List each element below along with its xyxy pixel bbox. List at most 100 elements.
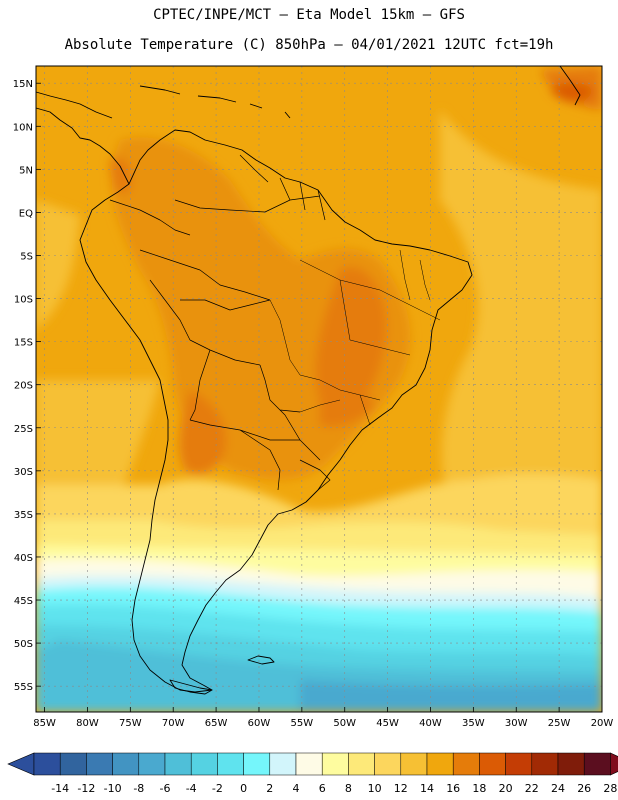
- colorbar-tick-label: 16: [446, 782, 460, 795]
- lat-tick-label: 35S: [14, 510, 33, 521]
- colorbar-tick-label: 10: [368, 782, 382, 795]
- colorbar-segment: [112, 752, 140, 776]
- lon-tick-label: 75W: [119, 718, 142, 729]
- state-borders: [269, 249, 441, 426]
- colorbar-arrow-low: [7, 752, 35, 776]
- lat-tick-label: 10N: [13, 122, 33, 133]
- colorbar-segment: [59, 752, 87, 776]
- colorbar-tick-label: -6: [160, 782, 171, 795]
- colorbar-tick-label: 26: [577, 782, 591, 795]
- latitude-labels: 15N 10N 5N EQ 5S 10S 15S 20S 25S 30S 35S 40S 45S 50S 5…: [13, 79, 33, 693]
- lon-tick-label: 60W: [248, 718, 271, 729]
- colorbar-labels: -14 -12 -10 -8 -6 -4 -2 0 2 4 6 8 10 12 14 16 18 20 22 24 26…: [51, 782, 617, 795]
- colorbar-tick-label: 20: [499, 782, 513, 795]
- lon-tick-label: 40W: [419, 718, 442, 729]
- colorbar-segment: [295, 752, 323, 776]
- colorbar-tick-label: 2: [266, 782, 273, 795]
- colorbar-tick-label: 8: [345, 782, 352, 795]
- lat-tick-label: 15S: [14, 338, 33, 349]
- lat-tick-label: 20S: [14, 381, 33, 392]
- lon-tick-label: 55W: [291, 718, 314, 729]
- tierra-del-fuego: [169, 679, 213, 695]
- colorbar-segment: [557, 752, 585, 776]
- field-band-20-22-andes-north: [110, 157, 132, 194]
- field-band-20-22-central: [315, 267, 387, 411]
- colorbar-tick-label: 12: [394, 782, 408, 795]
- lon-tick-label: 20W: [591, 718, 614, 729]
- caribbean-islands: [139, 85, 291, 119]
- colorbar-segment: [269, 752, 297, 776]
- lat-tick-label: 5N: [19, 165, 33, 176]
- colorbar-tick-label: -2: [212, 782, 223, 795]
- lon-tick-label: 85W: [33, 718, 56, 729]
- colorbar-segment: [190, 752, 218, 776]
- colorbar-tick-label: 24: [551, 782, 565, 795]
- lat-lon-grid: [36, 66, 603, 712]
- colorbar-segment: [531, 752, 559, 776]
- colorbar: [7, 752, 618, 776]
- field-band-22-24-atlantic-ne: [550, 82, 595, 103]
- lon-tick-label: 35W: [462, 718, 485, 729]
- national-borders: [109, 154, 331, 491]
- lat-tick-label: 55S: [14, 682, 33, 693]
- field-band-20-22-chaco: [179, 390, 226, 474]
- colorbar-arrow-high: [610, 752, 618, 776]
- field-band-14-16-nw: [36, 200, 80, 330]
- colorbar-segment: [374, 752, 402, 776]
- colorbar-segment: [217, 752, 244, 776]
- colorbar-segment: [452, 752, 480, 776]
- lat-tick-label: EQ: [19, 208, 33, 219]
- field-band-20-22-se: [320, 388, 375, 427]
- colorbar-tick-label: -14: [51, 782, 69, 795]
- lon-tick-label: 30W: [505, 718, 528, 729]
- lat-tick-label: 25S: [14, 424, 33, 435]
- colorbar-segment: [33, 752, 61, 776]
- plot-frame: [35, 65, 603, 713]
- lat-tick-label: 50S: [14, 639, 33, 650]
- colorbar-tick-label: 4: [293, 782, 300, 795]
- longitude-labels: 85W 80W 75W 70W 65W 60W 55W 50W 45W 40W 35W 30W 25W 2…: [33, 718, 613, 729]
- lat-tick-label: 45S: [14, 596, 33, 607]
- colorbar-segment: [426, 752, 454, 776]
- colorbar-segment: [479, 752, 506, 776]
- central-america-coastline: [35, 107, 130, 185]
- colorbar-tick-label: -12: [77, 782, 95, 795]
- lon-tick-label: 45W: [376, 718, 399, 729]
- colorbar-tick-label: 0: [240, 782, 247, 795]
- colorbar-segment: [164, 752, 192, 776]
- colorbar-segment: [505, 752, 533, 776]
- lat-tick-label: 10S: [14, 295, 33, 306]
- temperature-field: [36, 66, 602, 712]
- colorbar-segment: [138, 752, 166, 776]
- colorbar-segment: [86, 752, 113, 776]
- colorbar-tick-label: -4: [186, 782, 197, 795]
- colorbar-segment: [348, 752, 375, 776]
- colorbar-tick-label: 18: [472, 782, 486, 795]
- falkland-islands: [247, 655, 275, 665]
- lon-tick-label: 25W: [548, 718, 571, 729]
- colorbar-segment: [400, 752, 428, 776]
- africa-coast-hint: [559, 65, 581, 106]
- lat-tick-label: 15N: [13, 79, 33, 90]
- colorbar-segment: [321, 752, 349, 776]
- colorbar-segment: [243, 752, 271, 776]
- colorbar-tick-label: -8: [133, 782, 144, 795]
- lat-tick-label: 30S: [14, 467, 33, 478]
- colorbar-tick-label: 28: [603, 782, 617, 795]
- south-america-coastline: [79, 129, 473, 693]
- lon-tick-label: 50W: [333, 718, 356, 729]
- coastline-and-borders: [35, 65, 581, 695]
- lon-tick-label: 70W: [162, 718, 185, 729]
- colorbar-tick-label: -10: [104, 782, 122, 795]
- lat-tick-label: 5S: [20, 251, 33, 262]
- chart-title-line-1: CPTEC/INPE/MCT – Eta Model 15km – GFS: [153, 7, 465, 23]
- colorbar-tick-label: 22: [525, 782, 539, 795]
- colorbar-segment: [583, 752, 611, 776]
- central-america-north-coast: [35, 91, 113, 119]
- colorbar-tick-label: 14: [420, 782, 434, 795]
- lon-tick-label: 80W: [76, 718, 99, 729]
- lon-tick-label: 65W: [205, 718, 228, 729]
- colorbar-tick-label: 6: [319, 782, 326, 795]
- chart-title-line-2: Absolute Temperature (C) 850hPa – 04/01/…: [64, 37, 554, 53]
